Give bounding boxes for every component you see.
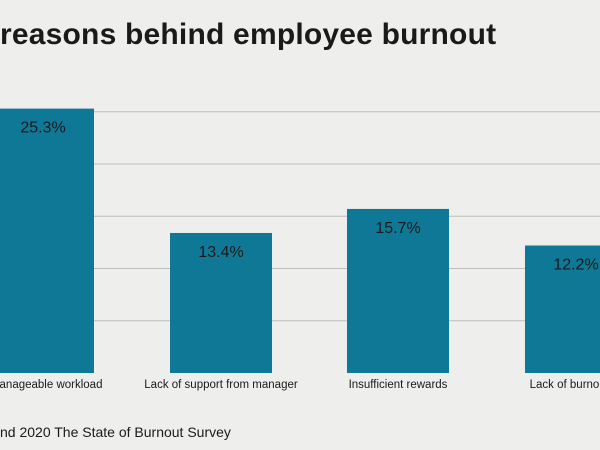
bar xyxy=(525,245,600,373)
bar xyxy=(0,108,94,374)
gridlines xyxy=(0,111,600,322)
category-label: Lack of support from manager xyxy=(144,379,298,391)
category-label: Lack of burnout re xyxy=(530,379,600,391)
data-label: 13.4% xyxy=(198,244,243,261)
data-label: 25.3% xyxy=(20,120,65,137)
source-note: nd 2020 The State of Burnout Survey xyxy=(0,424,231,440)
category-label: Insufficient rewards xyxy=(349,379,448,391)
bars xyxy=(0,108,600,374)
data-labels: 25.3% 13.4% 15.7% 12.2% xyxy=(20,120,598,274)
bar xyxy=(170,232,272,373)
data-label: 15.7% xyxy=(375,220,420,237)
data-label: 12.2% xyxy=(553,257,598,274)
bar xyxy=(347,208,449,373)
chart-title: reasons behind employee burnout xyxy=(0,18,497,51)
category-labels: nmanageable workload Lack of support from… xyxy=(0,379,600,391)
category-label: nmanageable workload xyxy=(0,379,102,391)
